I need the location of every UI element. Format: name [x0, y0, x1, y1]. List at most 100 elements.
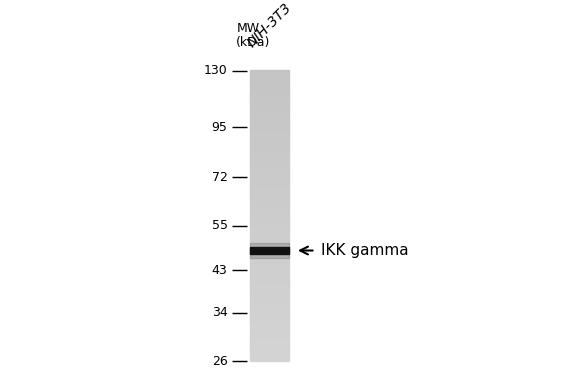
Bar [250, 272, 289, 274]
Bar [250, 163, 289, 166]
Bar [250, 144, 289, 146]
Bar [250, 225, 289, 228]
Bar [250, 183, 289, 185]
Bar [250, 198, 289, 200]
Bar [250, 191, 289, 193]
Bar [250, 95, 289, 98]
Bar [250, 326, 289, 328]
Bar [250, 215, 289, 218]
Bar [250, 84, 289, 86]
Bar [250, 122, 289, 125]
Bar [250, 295, 289, 297]
Bar [250, 206, 289, 208]
Bar [250, 345, 289, 348]
Bar [250, 248, 289, 251]
Bar [250, 165, 289, 167]
Bar [250, 157, 289, 160]
Bar [250, 268, 289, 270]
Bar [250, 101, 289, 104]
Bar [250, 254, 289, 257]
Bar [250, 280, 289, 282]
Bar [250, 124, 289, 127]
Bar [250, 314, 289, 317]
Bar [250, 146, 289, 148]
Bar [250, 351, 289, 353]
Bar [250, 204, 289, 206]
Text: (kDa): (kDa) [236, 36, 271, 49]
Bar [250, 148, 289, 150]
Text: 72: 72 [212, 171, 228, 184]
Bar [250, 82, 289, 84]
Bar [250, 208, 289, 210]
Bar [250, 266, 289, 268]
Text: 95: 95 [212, 121, 228, 134]
Bar [250, 282, 289, 284]
Bar [250, 99, 289, 102]
Bar [250, 186, 289, 189]
Bar [250, 136, 289, 138]
Bar [250, 80, 289, 82]
Bar [250, 270, 289, 272]
Bar [250, 256, 289, 259]
Bar [250, 86, 289, 88]
Text: 43: 43 [212, 264, 228, 277]
Bar [250, 188, 289, 191]
Bar [250, 171, 289, 173]
Bar [250, 237, 289, 239]
Bar [250, 192, 289, 195]
Bar [250, 284, 289, 286]
Bar [250, 175, 289, 177]
Bar [250, 318, 289, 321]
Bar [250, 297, 289, 299]
Bar [250, 328, 289, 330]
Bar [250, 78, 289, 80]
Bar [250, 132, 289, 135]
Bar [250, 338, 289, 340]
Bar [250, 196, 289, 198]
Bar [250, 253, 289, 255]
Bar [250, 72, 289, 74]
Bar [250, 229, 289, 231]
Bar [250, 223, 289, 226]
Bar [250, 342, 289, 344]
Bar [250, 111, 289, 113]
Bar [250, 76, 289, 78]
Bar [250, 115, 289, 117]
Bar [250, 349, 289, 352]
Bar [250, 251, 289, 253]
Bar [250, 70, 289, 73]
Text: 26: 26 [212, 355, 228, 368]
Bar [250, 217, 289, 220]
Bar [250, 90, 289, 92]
Bar [250, 357, 289, 359]
Bar [250, 322, 289, 324]
Bar [250, 134, 289, 136]
Bar [250, 243, 289, 245]
Text: 130: 130 [204, 64, 228, 77]
Bar [250, 330, 289, 332]
Bar [250, 121, 289, 123]
Bar [250, 313, 289, 315]
Bar [250, 305, 289, 307]
Bar [250, 347, 289, 350]
Bar [250, 260, 289, 262]
Bar [250, 212, 289, 214]
Bar [250, 161, 289, 164]
Bar [250, 227, 289, 229]
Bar [250, 109, 289, 111]
Bar [250, 220, 289, 222]
Bar [250, 126, 289, 129]
Bar [250, 152, 289, 154]
Bar [250, 264, 289, 266]
Bar [250, 289, 289, 291]
Bar [250, 113, 289, 115]
Bar [250, 93, 289, 96]
Bar [250, 344, 289, 346]
Bar [250, 177, 289, 179]
Bar [250, 247, 289, 254]
Bar [250, 276, 289, 278]
Bar [250, 258, 289, 260]
Bar [250, 119, 289, 121]
Bar [250, 150, 289, 152]
Bar [250, 181, 289, 183]
